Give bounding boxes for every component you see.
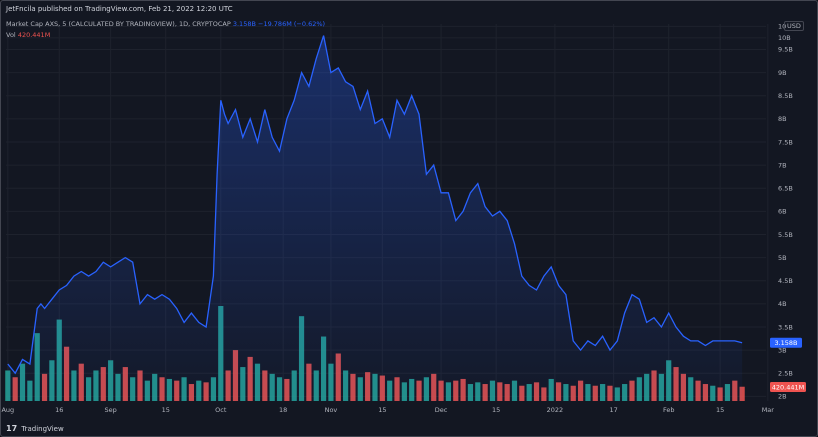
y-tick-label: 3B xyxy=(778,346,787,354)
last-price-badge xyxy=(770,337,802,348)
y-tick-label: 9.5B xyxy=(778,46,793,54)
y-tick-label: 6B xyxy=(778,208,787,216)
x-tick-label: 15 xyxy=(162,406,170,414)
x-tick-label: Nov xyxy=(325,406,338,414)
x-tick-label: 16 xyxy=(55,406,63,414)
y-tick-label: 5.5B xyxy=(778,231,793,239)
x-tick-label: Oct xyxy=(215,406,227,414)
vol-label: Vol xyxy=(6,31,16,39)
y-tick-label: 10 xyxy=(778,23,786,31)
x-tick-label: Feb xyxy=(663,406,675,414)
y-tick-label: 8.5B xyxy=(778,92,793,100)
last-price-label: 3.158B xyxy=(774,339,797,347)
y-tick-label: 8B xyxy=(778,115,787,123)
volume-bar xyxy=(739,386,745,401)
symbol-legend[interactable]: Market Cap AXS, 5 (CALCULATED BY TRADING… xyxy=(6,20,325,28)
volume-legend[interactable]: Vol 420.441M xyxy=(6,31,50,39)
y-tick-label: 4.5B xyxy=(778,277,793,285)
y-tick-label: 7B xyxy=(778,161,787,169)
x-tick-label: Dec xyxy=(435,406,448,414)
x-tick-label: Mar xyxy=(762,406,775,414)
price-line xyxy=(7,35,743,375)
y-tick-label: 2.5B xyxy=(778,370,793,378)
change-value: −19.786M (−0.62%) xyxy=(258,20,326,28)
tradingview-logo-icon: 17 xyxy=(6,424,18,433)
y-tick-label: 2B xyxy=(778,393,787,401)
publish-info: JetFncila published on TradingView.com, … xyxy=(6,5,233,13)
currency-selector[interactable]: USD xyxy=(784,21,804,31)
brand-name: TradingView xyxy=(21,425,64,433)
x-tick-label: Sep xyxy=(105,406,117,414)
y-tick-label: 9B xyxy=(778,69,787,77)
x-tick-label: 18 xyxy=(279,406,287,414)
y-tick-label: 10B xyxy=(778,34,791,42)
last-value: 3.158B xyxy=(232,20,256,28)
x-tick-label: 2022 xyxy=(547,406,564,414)
x-tick-label: 15 xyxy=(492,406,500,414)
y-tick-label: 4B xyxy=(778,300,787,308)
y-tick-label: 3.5B xyxy=(778,323,793,331)
vol-value: 420.441M xyxy=(17,31,51,39)
tradingview-brand[interactable]: 17 TradingView xyxy=(6,424,64,433)
x-tick-label: Aug xyxy=(1,406,14,414)
x-tick-label: 15 xyxy=(716,406,724,414)
last-volume-badge xyxy=(770,382,806,392)
symbol-title: Market Cap AXS, 5 (CALCULATED BY TRADING… xyxy=(6,20,231,28)
y-tick-label: 7.5B xyxy=(778,138,793,146)
last-volume-label: 420.441M xyxy=(772,383,805,391)
x-tick-label: 17 xyxy=(609,406,617,414)
y-tick-label: 6.5B xyxy=(778,185,793,193)
y-tick-label: 5B xyxy=(778,254,787,262)
price-area xyxy=(7,35,743,401)
x-tick-label: 15 xyxy=(378,406,386,414)
